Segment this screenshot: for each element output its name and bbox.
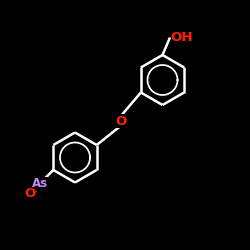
Text: As: As [32, 177, 48, 190]
Text: OH: OH [170, 31, 192, 44]
Text: O: O [116, 115, 127, 128]
Text: O: O [24, 187, 35, 200]
